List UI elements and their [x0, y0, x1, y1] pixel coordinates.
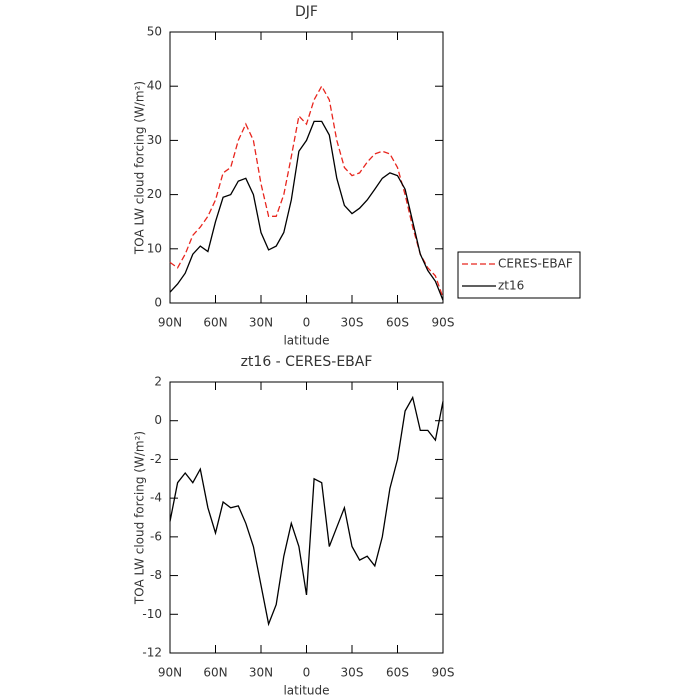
legend-label: zt16 [498, 279, 524, 293]
y-tick-label: 0 [154, 413, 162, 427]
legend-label: CERES-EBAF [498, 257, 573, 271]
x-tick-label: 90S [432, 316, 455, 330]
y-tick-label: -4 [150, 491, 162, 505]
x-axis-label: latitude [283, 684, 329, 698]
x-tick-label: 30N [249, 316, 273, 330]
x-tick-label: 60S [386, 316, 409, 330]
chart-title: DJF [295, 4, 318, 20]
x-tick-label: 90S [432, 666, 455, 680]
y-tick-label: -2 [150, 452, 162, 466]
data-line [169, 395, 444, 627]
chart-title: zt16 - CERES-EBAF [241, 354, 373, 370]
x-tick-label: 30S [341, 666, 364, 680]
y-tick-label: -12 [142, 646, 162, 660]
legend-frame [457, 251, 581, 299]
y-tick-label: 50 [147, 25, 162, 39]
y-tick-label: -8 [150, 568, 162, 582]
y-tick-label: 20 [147, 187, 162, 201]
plot-frame [169, 31, 444, 304]
y-tick-label: -10 [142, 607, 162, 621]
x-axis-label: latitude [283, 334, 329, 348]
x-tick-label: 90N [158, 316, 182, 330]
data-line [169, 120, 444, 301]
x-tick-label: 0 [303, 666, 311, 680]
x-tick-label: 60N [203, 316, 227, 330]
y-tick-label: 2 [154, 375, 162, 389]
y-tick-label: -6 [150, 529, 162, 543]
x-tick-label: 60S [386, 666, 409, 680]
x-tick-label: 90N [158, 666, 182, 680]
x-tick-label: 60N [203, 666, 227, 680]
y-tick-label: 10 [147, 241, 162, 255]
x-tick-label: 0 [303, 316, 311, 330]
x-tick-label: 30N [249, 666, 273, 680]
y-tick-label: 0 [154, 296, 162, 310]
y-tick-label: 30 [147, 133, 162, 147]
y-axis-label: TOA LW cloud forcing (W/m²) [133, 81, 147, 255]
data-line [169, 84, 444, 298]
y-tick-label: 40 [147, 79, 162, 93]
plot-frame [169, 381, 444, 654]
x-tick-label: 30S [341, 316, 364, 330]
y-axis-label: TOA LW cloud forcing (W/m²) [133, 431, 147, 605]
